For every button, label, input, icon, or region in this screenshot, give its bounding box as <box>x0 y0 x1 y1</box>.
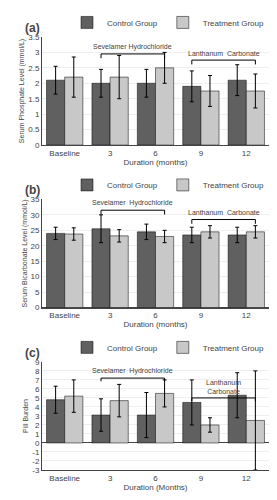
svg-text:1.5: 1.5 <box>28 95 40 104</box>
svg-text:20: 20 <box>30 242 39 251</box>
svg-text:-2: -2 <box>32 457 40 466</box>
svg-text:3: 3 <box>108 149 113 158</box>
svg-text:5: 5 <box>35 288 40 297</box>
svg-text:9: 9 <box>199 149 204 158</box>
svg-text:30: 30 <box>30 211 39 220</box>
svg-text:9: 9 <box>199 474 204 483</box>
svg-text:12: 12 <box>242 474 251 483</box>
svg-text:Baseline: Baseline <box>49 474 80 483</box>
svg-text:Control Group: Control Group <box>107 181 158 190</box>
svg-text:Sevelamer Hydrochloride: Sevelamer Hydrochloride <box>93 43 172 51</box>
svg-text:LanthanumCarbonate: LanthanumCarbonate <box>206 379 241 395</box>
svg-text:8: 8 <box>35 367 40 376</box>
svg-text:Control Group: Control Group <box>107 344 158 353</box>
svg-text:Duration (months): Duration (months) <box>123 158 187 167</box>
svg-text:(a): (a) <box>25 21 40 35</box>
svg-text:Lanthanum Carbonate: Lanthanum Carbonate <box>188 50 260 57</box>
svg-text:15: 15 <box>30 257 39 266</box>
svg-text:7: 7 <box>35 376 40 385</box>
svg-text:6: 6 <box>153 149 158 158</box>
svg-text:Baseline: Baseline <box>49 149 80 158</box>
svg-text:12: 12 <box>242 311 251 320</box>
svg-text:-3: -3 <box>32 466 40 475</box>
svg-text:Control Group: Control Group <box>107 19 158 28</box>
svg-text:(b): (b) <box>25 183 40 197</box>
svg-text:0: 0 <box>35 141 40 150</box>
svg-text:1: 1 <box>35 430 40 439</box>
svg-text:Treatment Group: Treatment Group <box>203 19 264 28</box>
svg-text:3: 3 <box>35 48 40 57</box>
svg-text:0: 0 <box>35 303 40 312</box>
svg-text:9: 9 <box>199 311 204 320</box>
svg-text:Sevelamer Hydrochloride: Sevelamer Hydrochloride <box>92 367 173 375</box>
svg-text:4: 4 <box>35 403 40 412</box>
svg-text:3.5: 3.5 <box>28 33 40 42</box>
svg-text:25: 25 <box>30 226 39 235</box>
svg-text:Treatment Group: Treatment Group <box>203 181 264 190</box>
svg-text:Sevelamer Hydrochloride: Sevelamer Hydrochloride <box>92 199 173 207</box>
svg-text:Treatment Group: Treatment Group <box>203 344 264 353</box>
svg-text:12: 12 <box>242 149 251 158</box>
svg-text:Baseline: Baseline <box>49 311 80 320</box>
svg-text:6: 6 <box>35 385 40 394</box>
svg-text:1: 1 <box>35 110 40 119</box>
svg-text:3: 3 <box>108 474 113 483</box>
svg-text:(c): (c) <box>25 346 40 360</box>
svg-text:3: 3 <box>108 311 113 320</box>
svg-text:2: 2 <box>35 421 40 430</box>
svg-text:Serum Bicarbonate Level (mmol/: Serum Bicarbonate Level (mmol/L) <box>21 199 29 307</box>
svg-text:Pill Burden: Pill Burden <box>22 399 29 433</box>
svg-text:Duration (Months): Duration (Months) <box>123 483 187 492</box>
svg-text:3: 3 <box>35 412 40 421</box>
svg-text:6: 6 <box>153 311 158 320</box>
svg-text:Duration (months): Duration (months) <box>123 320 187 329</box>
svg-text:35: 35 <box>30 195 39 204</box>
svg-text:Serum Phosphate Level (mmol/L): Serum Phosphate Level (mmol/L) <box>18 39 26 143</box>
svg-text:0.5: 0.5 <box>28 125 40 134</box>
svg-text:Lanthanum Carbonate: Lanthanum Carbonate <box>188 209 260 216</box>
svg-text:-1: -1 <box>32 448 40 457</box>
svg-text:0: 0 <box>35 439 40 448</box>
svg-text:10: 10 <box>30 272 39 281</box>
svg-text:5: 5 <box>35 394 40 403</box>
svg-text:2: 2 <box>35 79 40 88</box>
svg-text:2.5: 2.5 <box>28 64 40 73</box>
svg-text:6: 6 <box>153 474 158 483</box>
svg-text:9: 9 <box>35 358 40 367</box>
